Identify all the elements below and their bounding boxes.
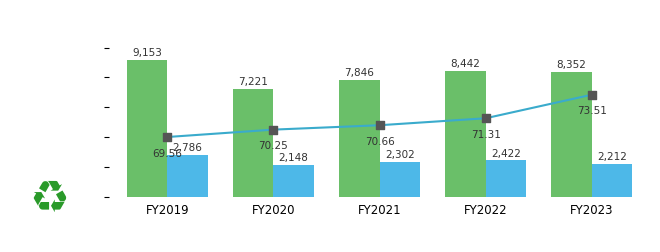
Text: 2,212: 2,212 [597, 152, 627, 162]
Text: 9,153: 9,153 [132, 48, 162, 58]
Text: 2,786: 2,786 [172, 143, 203, 153]
Text: 7,846: 7,846 [345, 68, 374, 78]
Bar [339, 80, 380, 197]
Point [374, 123, 385, 127]
Text: 7,221: 7,221 [238, 77, 268, 87]
Text: 69.56: 69.56 [152, 149, 182, 159]
Text: ♻: ♻ [30, 178, 69, 220]
Point [162, 135, 172, 139]
Point [268, 128, 279, 132]
Text: 70.25: 70.25 [259, 141, 288, 151]
Bar [273, 165, 314, 197]
Bar [379, 162, 420, 197]
Point [480, 116, 491, 120]
Text: 8,442: 8,442 [451, 59, 480, 69]
Bar [551, 72, 592, 197]
Text: 70.66: 70.66 [364, 137, 395, 147]
Bar [127, 60, 167, 197]
Bar [486, 161, 526, 197]
Text: 2,148: 2,148 [279, 153, 308, 163]
Text: 8,352: 8,352 [556, 60, 587, 70]
Bar [592, 164, 632, 197]
Bar [446, 71, 486, 197]
Bar [233, 89, 273, 197]
Bar [167, 155, 208, 197]
Text: 2,422: 2,422 [491, 149, 521, 159]
Text: 2,302: 2,302 [385, 150, 414, 161]
Text: 71.31: 71.31 [471, 130, 500, 140]
Text: 73.51: 73.51 [577, 107, 607, 116]
Point [587, 93, 597, 97]
